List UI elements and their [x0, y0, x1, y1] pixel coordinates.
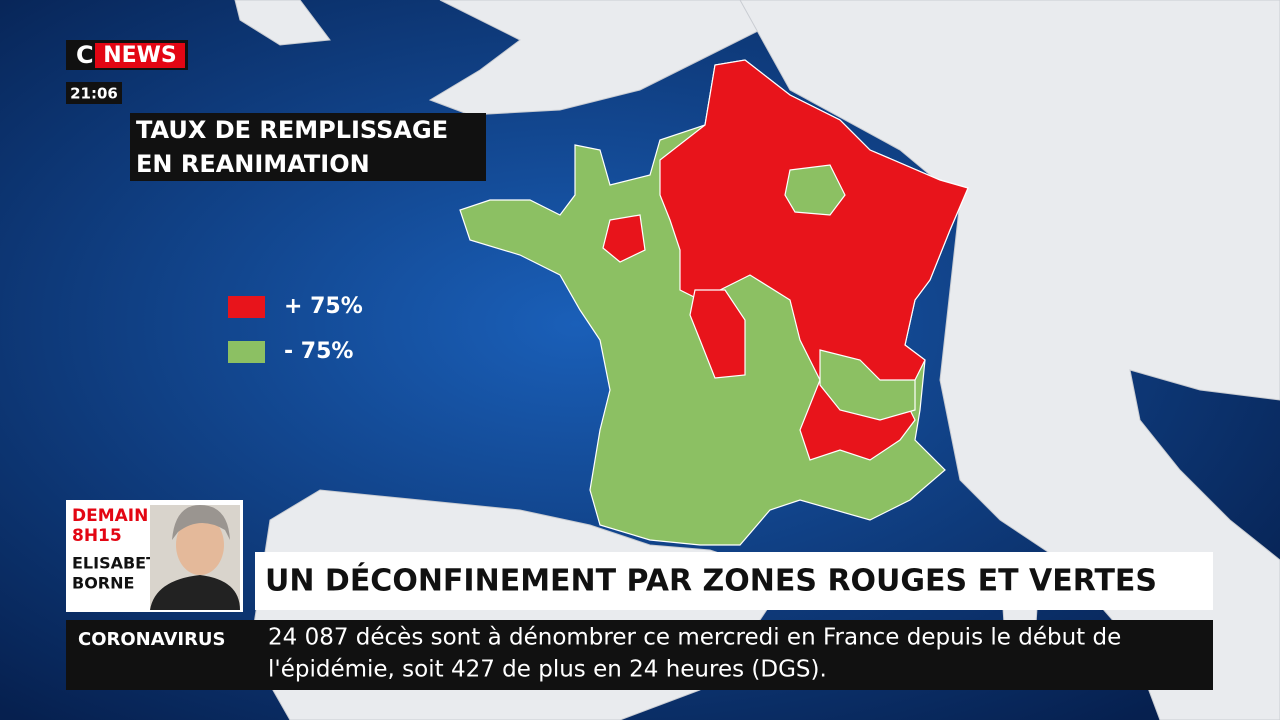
- zone-green: [819, 349, 916, 421]
- promo-when: 8H15: [72, 526, 122, 546]
- time: 21:06: [70, 85, 118, 103]
- legend-swatch: [228, 341, 265, 363]
- logo-red: [95, 43, 185, 68]
- zone-red: [602, 214, 646, 263]
- legend-swatch: [228, 296, 265, 318]
- map-title-box: [130, 113, 486, 181]
- logo-name: NEWS: [103, 43, 177, 68]
- guest-photo: [150, 505, 240, 610]
- legend: + 75% - 75%: [228, 294, 363, 364]
- ticker-text: l'épidémie, soit 427 de plus en 24 heure…: [268, 657, 827, 683]
- time-box: [66, 82, 122, 104]
- map-title: TAUX DE REMPLISSAGE: [136, 116, 448, 144]
- promo-when: DEMAIN: [72, 506, 148, 526]
- ticker-box: [66, 620, 1213, 690]
- ticker-topic: CORONAVIRUS: [78, 629, 226, 650]
- ticker-text: 24 087 décès sont à dénombrer ce mercred…: [268, 625, 1121, 651]
- zone-green: [784, 164, 846, 216]
- legend-label: - 75%: [284, 339, 353, 364]
- promo-guest: ELISABETH: [72, 554, 170, 573]
- zone-red: [689, 289, 746, 379]
- promo-guest: BORNE: [72, 574, 134, 593]
- france: [459, 59, 969, 546]
- logo-prefix: C: [76, 41, 94, 69]
- map-title: EN REANIMATION: [136, 150, 370, 178]
- headline: UN DÉCONFINEMENT PAR ZONES ROUGES ET VER…: [265, 563, 1157, 599]
- headline-box: [255, 552, 1213, 610]
- legend-label: + 75%: [284, 294, 363, 319]
